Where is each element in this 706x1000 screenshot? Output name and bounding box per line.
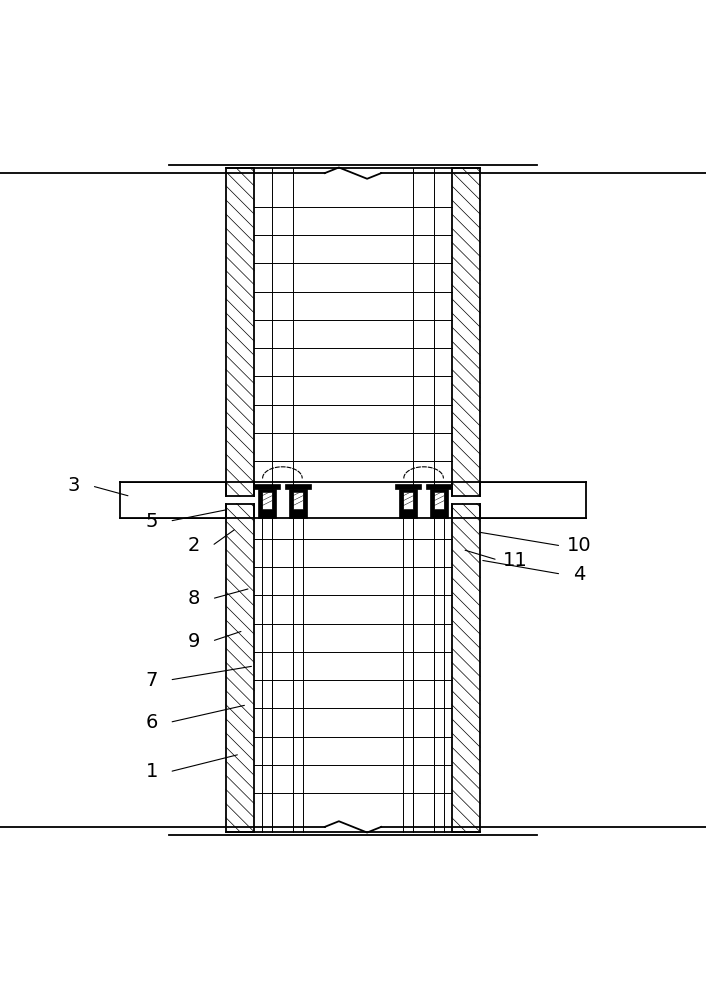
Polygon shape <box>400 489 417 518</box>
Polygon shape <box>434 492 444 509</box>
Polygon shape <box>262 492 272 509</box>
Polygon shape <box>293 492 303 509</box>
Text: 10: 10 <box>567 536 591 555</box>
Text: 1: 1 <box>145 762 158 781</box>
Polygon shape <box>395 484 421 489</box>
Polygon shape <box>430 489 448 518</box>
Polygon shape <box>289 489 306 518</box>
Polygon shape <box>258 489 276 518</box>
Text: 3: 3 <box>68 476 80 495</box>
Polygon shape <box>426 484 452 489</box>
Polygon shape <box>254 484 280 489</box>
Text: 6: 6 <box>145 713 158 732</box>
Text: 4: 4 <box>573 565 585 584</box>
Text: 5: 5 <box>145 512 158 531</box>
Text: 7: 7 <box>145 671 158 690</box>
Text: 2: 2 <box>188 536 201 555</box>
Polygon shape <box>403 492 413 509</box>
Text: 9: 9 <box>188 632 201 651</box>
Text: 11: 11 <box>503 551 528 570</box>
Polygon shape <box>285 484 311 489</box>
Text: 8: 8 <box>188 589 201 608</box>
